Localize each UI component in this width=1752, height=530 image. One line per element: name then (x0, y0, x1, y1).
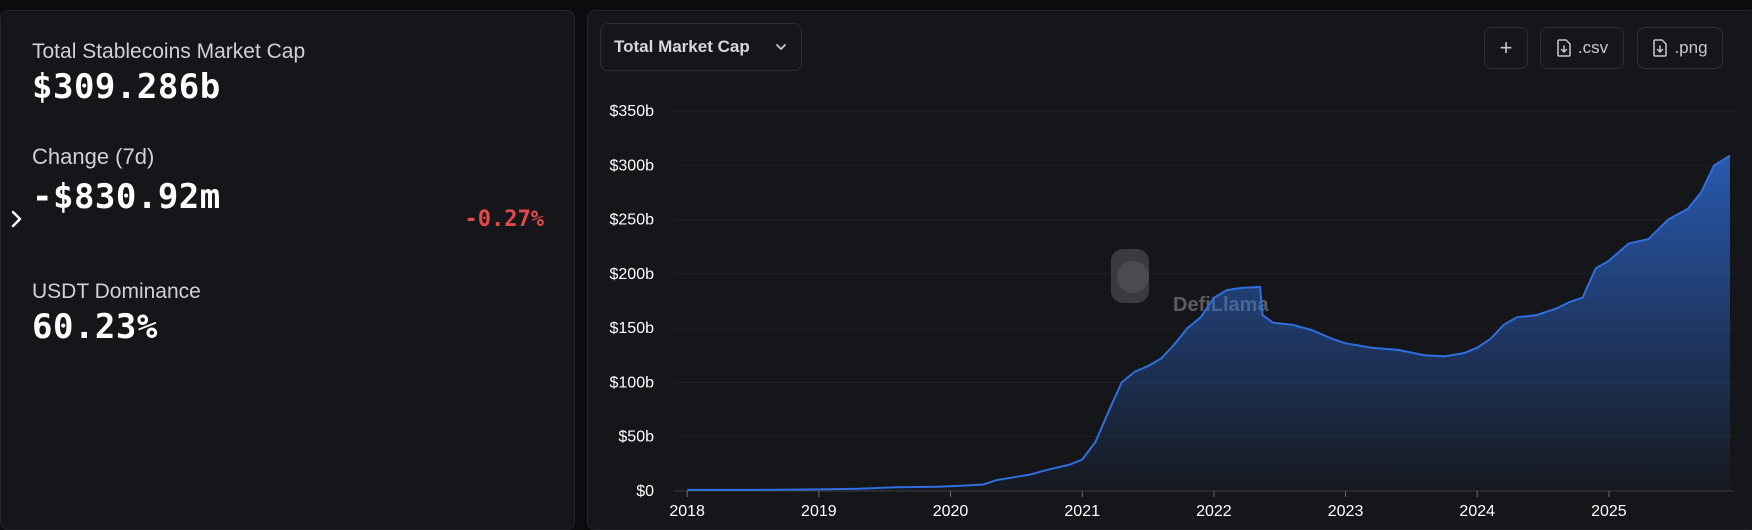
x-axis: 2018 2019 2020 2021 2022 2023 2024 2025 (669, 491, 1627, 520)
y-tick-label: $200b (610, 266, 655, 283)
download-png-button[interactable]: .png (1637, 27, 1723, 69)
download-csv-label: .csv (1577, 38, 1609, 57)
llama-face-icon (1117, 261, 1149, 293)
download-png-label: .png (1674, 38, 1708, 57)
chevron-down-icon (776, 44, 786, 50)
x-tick-label: 2019 (801, 503, 837, 520)
chevron-right-icon[interactable] (5, 207, 29, 231)
y-tick-label: $250b (610, 212, 655, 229)
x-tick-label: 2021 (1064, 503, 1100, 520)
metric-dropdown[interactable]: Total Market Cap (600, 23, 802, 71)
x-tick-label: 2020 (933, 503, 969, 520)
x-tick-label: 2024 (1459, 503, 1495, 520)
y-tick-label: $150b (610, 320, 655, 337)
dominance-value: 60.23% (32, 307, 158, 347)
file-download-icon (1557, 39, 1571, 57)
y-axis: $0 $50b $100b $150b $200b $250b $300b $350b (610, 103, 655, 500)
dominance-label: USDT Dominance (32, 280, 201, 303)
market-cap-line (687, 154, 1731, 491)
add-button-label: + (1499, 35, 1513, 60)
chart-panel: Total Market Cap + .csv .png (587, 10, 1752, 530)
metric-dropdown-label: Total Market Cap (614, 37, 750, 56)
y-tick-label: $0 (636, 483, 654, 500)
y-tick-label: $100b (610, 374, 655, 391)
change-value: -$830.92m (32, 177, 221, 217)
market-cap-value: $309.286b (32, 67, 221, 107)
x-tick-label: 2023 (1328, 503, 1364, 520)
file-download-icon (1653, 39, 1668, 57)
x-tick-label: 2018 (669, 503, 705, 520)
stats-panel: Total Stablecoins Market Cap $309.286b C… (0, 10, 575, 530)
change-percent: -0.27% (464, 207, 544, 232)
change-label: Change (7d) (32, 144, 155, 169)
x-tick-label: 2025 (1591, 503, 1627, 520)
download-csv-button[interactable]: .csv (1540, 27, 1624, 69)
x-tick-label: 2022 (1196, 503, 1232, 520)
y-tick-label: $350b (610, 103, 655, 120)
market-cap-chart[interactable]: DefiLlama $0$50b$100b$150b$200b$250b$300… (588, 11, 1752, 521)
y-tick-label: $50b (618, 429, 654, 446)
y-tick-label: $300b (610, 157, 655, 174)
market-cap-label: Total Stablecoins Market Cap (32, 40, 306, 63)
market-cap-area (687, 155, 1731, 491)
add-button[interactable]: + (1484, 27, 1528, 69)
